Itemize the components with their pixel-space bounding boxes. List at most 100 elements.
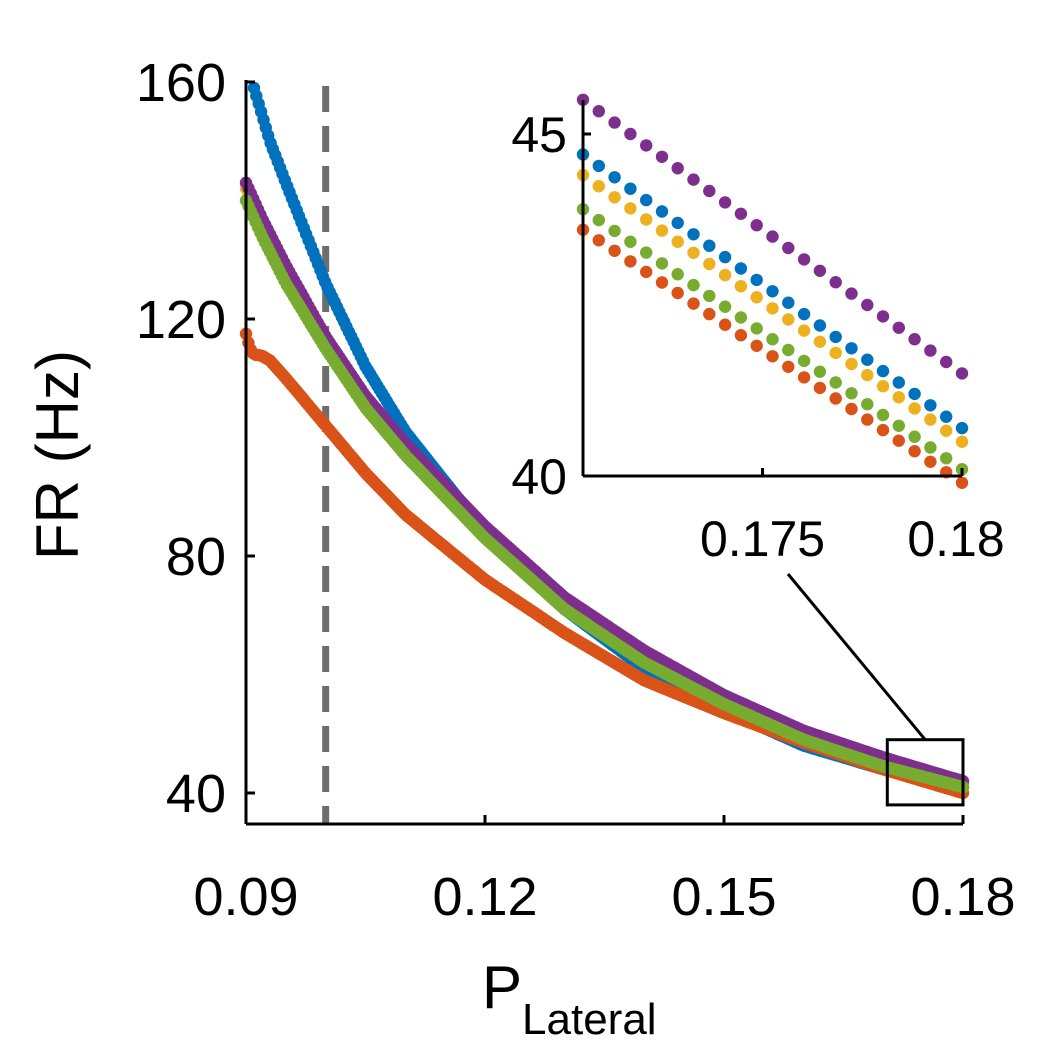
inset-series-2-point — [940, 410, 953, 423]
inset-series-3-point — [624, 202, 637, 215]
inset-series-3-point — [703, 257, 716, 271]
x-axis-title-main: P — [482, 954, 522, 1021]
inset-series-3-point — [845, 357, 858, 371]
y-tick-label: 80 — [166, 527, 226, 587]
inset-series-4-point — [876, 408, 890, 422]
inset-series-5-point — [782, 360, 795, 373]
x-tick-label: 0.12 — [432, 867, 537, 927]
inset-series-2-point — [766, 285, 779, 298]
inset-series-1-point — [734, 207, 748, 220]
inset-series-3-point — [797, 324, 811, 337]
inset-series-1-point — [718, 196, 732, 209]
inset-series-3-point — [734, 280, 748, 293]
inset-series-4-point — [624, 235, 637, 248]
inset-series-5-point — [624, 255, 637, 268]
inset-series-4-point — [671, 268, 684, 281]
inset-series-3-point — [924, 413, 937, 426]
inset-series-3-point — [640, 213, 653, 226]
inset-series-1-point — [845, 287, 858, 300]
inset-series-5-point — [876, 423, 890, 437]
inset-series-1-point — [940, 355, 953, 369]
main-ticks: 0.09 0.12 0.15 0.18 40 80 120 160 — [136, 53, 1016, 927]
inset-series-5-point — [766, 350, 779, 363]
x-axis-title: PLateral — [482, 954, 657, 1044]
inset-series-2-point — [671, 216, 684, 230]
inset-series-2-point — [718, 250, 732, 264]
inset-series-2-point — [861, 353, 874, 366]
inset-series-2-point — [608, 171, 621, 184]
x-tick-label: 0.09 — [193, 867, 298, 927]
inset-series-4-point — [718, 300, 732, 313]
inset-series-3-point — [687, 246, 700, 259]
inset-series-3-point — [608, 191, 621, 204]
inset-series-2-point — [734, 262, 748, 275]
inset-series-2-point — [876, 364, 890, 378]
inset-series-5-point — [655, 276, 669, 289]
inset-series-1-point — [908, 333, 921, 346]
inset-series-1-point — [687, 173, 700, 186]
inset-y-tick-label: 45 — [511, 107, 567, 163]
inset-series-5-point — [845, 402, 858, 416]
inset-series-1-point — [624, 127, 637, 141]
inset-series-4-point — [734, 311, 748, 324]
inset-series-1-point — [829, 276, 842, 289]
y-tick-label: 160 — [136, 53, 226, 113]
inset-series-1-point — [813, 264, 827, 277]
inset-series-1-point — [782, 241, 795, 255]
inset-series-2-point — [813, 319, 827, 332]
inset-series-3-point — [671, 235, 684, 248]
inset-series-2-point — [908, 387, 921, 401]
inset-series-1-point — [592, 105, 605, 118]
inset-series-1-point — [797, 253, 811, 266]
inset-series-4-point — [829, 376, 842, 389]
inset-series-5-point — [671, 286, 684, 300]
inset-series-4-point — [640, 246, 653, 259]
inset-series-2-point — [655, 205, 669, 218]
inset-series-4-point — [766, 333, 779, 346]
inset-series-2-point — [750, 273, 763, 287]
inset-series-4-point — [782, 343, 795, 357]
inset-series-4-point — [908, 430, 921, 443]
inset-series-2-point — [782, 296, 795, 309]
x-tick-label: 0.15 — [671, 867, 776, 927]
inset-series-1-point — [703, 184, 716, 198]
inset-axes — [581, 100, 962, 478]
inset-series-5-point — [592, 234, 605, 247]
inset-series-2-point — [624, 182, 637, 195]
inset-series-2-point — [955, 421, 969, 435]
inset-series-5-point — [955, 476, 969, 489]
inset-series-1-point — [671, 162, 684, 175]
inset-series-5-point — [703, 307, 716, 321]
inset-series-2-point — [703, 239, 716, 252]
inset-series-4-point — [845, 387, 858, 400]
inset-series-1-point — [876, 310, 890, 323]
inset-series-3-point — [782, 313, 795, 326]
inset-series-5-point — [687, 297, 700, 310]
inset-series-2-point — [845, 342, 858, 355]
inset-series-4-point — [750, 322, 763, 335]
inset-series-2-point — [687, 228, 700, 241]
inset-y-tick-label: 40 — [511, 449, 567, 505]
inset-series-5-point — [813, 381, 827, 395]
inset-series-5-point — [908, 445, 921, 458]
inset-series-3-point — [592, 180, 605, 193]
inset-series-3-point — [908, 402, 921, 415]
inset-series-3-point — [718, 268, 732, 282]
inset-series-1-point — [861, 298, 874, 312]
main-axes — [244, 80, 963, 826]
inset-series-5-point — [718, 318, 732, 331]
inset-series-4-point — [608, 224, 621, 238]
main-plot-series — [239, 81, 970, 800]
inset-series-1-point — [655, 150, 669, 163]
inset-series-5-point — [892, 434, 905, 447]
inset-x-tick-label: 0.18 — [907, 511, 1004, 567]
inset-series-3-point — [861, 368, 874, 382]
inset-series-4-point — [861, 398, 874, 411]
inset-series-2-point — [797, 307, 811, 321]
y-tick-label: 120 — [136, 290, 226, 350]
zoom-connector-line — [786, 573, 927, 741]
inset-series-1-point — [750, 219, 763, 232]
inset-series-3-point — [766, 302, 779, 315]
inset-series-1-point — [766, 230, 779, 243]
inset-series-1-point — [608, 116, 621, 129]
